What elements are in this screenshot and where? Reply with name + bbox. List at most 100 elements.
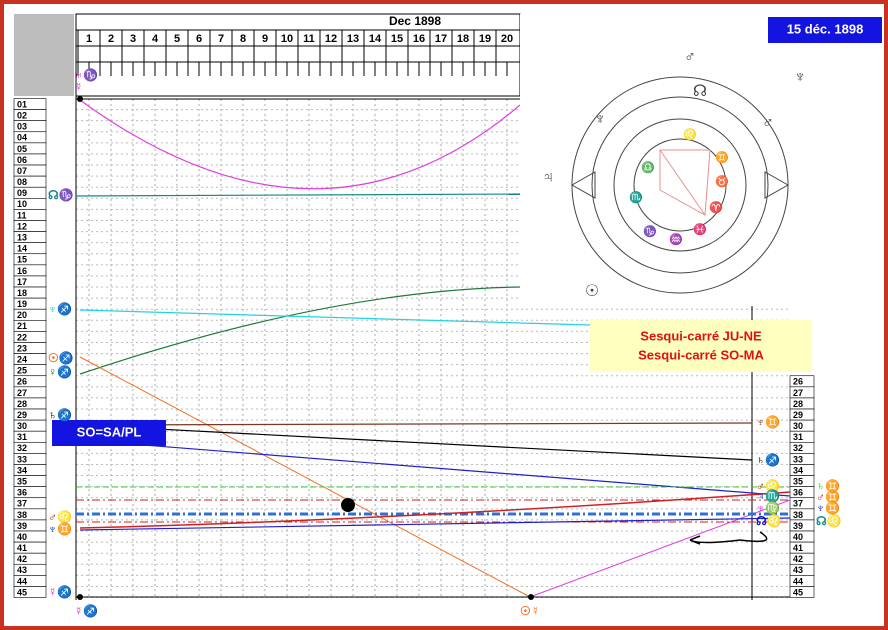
row-label: 41 [793, 543, 803, 553]
row-label: 22 [17, 332, 27, 342]
transit-line [79, 424, 753, 461]
planet-label: ♂♊ [816, 490, 840, 504]
row-label: 27 [793, 388, 803, 398]
planet-label: ♆♊ [756, 415, 780, 429]
day-label: 9 [262, 33, 268, 45]
day-label: 6 [196, 33, 202, 45]
wheel-ring [633, 138, 727, 232]
row-label: 04 [17, 133, 27, 143]
midpoint-box [52, 420, 166, 446]
row-label: 28 [793, 399, 803, 409]
planet-label: ♄♐ [48, 408, 72, 422]
row-label: 43 [17, 565, 27, 575]
planet-label: ☿ [74, 80, 83, 94]
row-label: 07 [17, 166, 27, 176]
day-label: 18 [457, 33, 469, 45]
row-label: 05 [17, 144, 27, 154]
row-label: 36 [17, 488, 27, 498]
date-label: 15 déc. 1898 [787, 21, 864, 36]
row-cell [13, 586, 47, 598]
transit-curve [79, 286, 521, 375]
point [77, 594, 83, 600]
event-marker [341, 498, 355, 512]
row-label: 17 [17, 277, 27, 287]
day-label: 10 [281, 33, 293, 45]
wheel-glyph: ☊ [693, 83, 707, 100]
wheel-glyph: ♊ [715, 151, 729, 164]
row-label: 24 [17, 354, 27, 364]
wheel-ring [591, 96, 769, 274]
wheel-glyph: ♂ [684, 49, 696, 66]
planet-label: ♄♐ [756, 453, 780, 467]
wheel-panel [520, 14, 840, 306]
chart-wheel [570, 76, 790, 294]
day-label: 14 [369, 33, 382, 45]
row-label: 06 [17, 155, 27, 165]
day-label: 15 [391, 33, 403, 45]
row-label: 41 [17, 543, 27, 553]
row-label: 43 [793, 565, 803, 575]
day-label: 19 [479, 33, 491, 45]
note-text: Sesqui-carré SO-MA [638, 347, 764, 362]
day-label: 13 [347, 33, 359, 45]
planet-label: ♂♌ [756, 479, 780, 493]
row-label: 32 [793, 443, 803, 453]
planet-label: ♆♍ [756, 501, 780, 515]
row-label: 33 [17, 454, 27, 464]
aspect-lines [659, 149, 711, 216]
row-label: 30 [17, 421, 27, 431]
row-label: 13 [17, 233, 27, 243]
point [77, 96, 83, 102]
day-label: 1 [86, 33, 92, 45]
row-label: 02 [17, 111, 27, 121]
planet-label: ♄♊ [816, 479, 840, 493]
row-label: 20 [17, 310, 27, 320]
wheel-glyph: ♑ [643, 225, 657, 238]
planet-label: ♃♏ [756, 489, 780, 503]
day-label: 11 [303, 33, 315, 45]
planet-label: ☉☿ [520, 604, 540, 618]
row-label: 40 [17, 532, 27, 542]
planet-label: ♆♊ [48, 522, 72, 536]
row-label: 09 [17, 188, 27, 198]
transit-line [79, 422, 753, 426]
row-label: 32 [17, 443, 27, 453]
row-label: 14 [17, 244, 27, 254]
transit-curve [79, 99, 521, 190]
row-label: 30 [793, 421, 803, 431]
wheel-glyph: ♈ [709, 201, 723, 214]
planet-label: ☿♐ [74, 604, 98, 618]
planet-label: ♆♐ [48, 302, 72, 316]
row-label: 03 [17, 122, 27, 132]
wheel-glyph: ♎ [641, 161, 655, 174]
day-label: 20 [501, 33, 513, 45]
wheel-glyph: ♆ [794, 69, 806, 86]
planet-label: ♂♌ [48, 510, 72, 524]
row-label: 08 [17, 177, 27, 187]
row-label: 11 [17, 210, 27, 220]
row-label: 29 [793, 410, 803, 420]
row-label: 31 [793, 432, 803, 442]
day-label: 7 [218, 33, 224, 45]
row-label: 44 [17, 576, 27, 586]
row-label: 35 [17, 476, 27, 486]
row-label: 40 [793, 532, 803, 542]
row-label: 38 [793, 510, 803, 520]
row-label: 35 [793, 476, 803, 486]
day-label: 8 [240, 33, 246, 45]
wheel-glyph: ♌ [683, 128, 697, 141]
day-label: 2 [108, 33, 114, 45]
transit-line [529, 499, 791, 598]
row-label: 15 [17, 255, 27, 265]
month-label: Dec 1898 [389, 14, 441, 28]
day-label: 3 [130, 33, 136, 45]
planet-label: ☉♐ [48, 351, 74, 365]
planet-label: ☊♌ [816, 514, 842, 528]
row-label: 26 [17, 377, 27, 387]
wheel-glyph: ♉ [715, 175, 729, 188]
planet-label: ♀♐ [48, 365, 72, 379]
wheel-glyph: ♃ [542, 169, 554, 186]
wheel-glyph: ♓ [693, 223, 707, 236]
row-label: 01 [17, 99, 27, 109]
header-corner [14, 14, 74, 96]
